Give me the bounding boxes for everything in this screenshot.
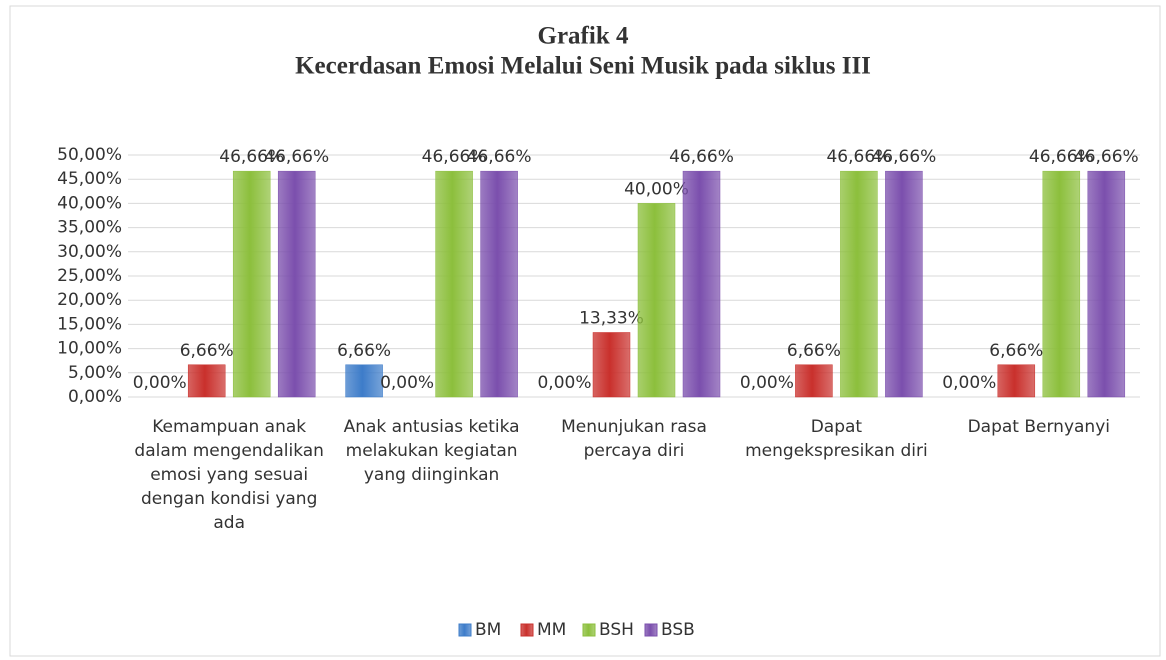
data-label: 0,00% — [133, 373, 187, 393]
bar — [637, 203, 676, 398]
data-label: 46,66% — [826, 147, 891, 167]
data-label: 40,00% — [624, 179, 689, 199]
legend-label: BSB — [661, 620, 695, 640]
legend-swatch — [582, 623, 596, 637]
data-label: 0,00% — [380, 373, 434, 393]
data-label: 46,66% — [669, 147, 734, 167]
x-tick-label: Menunjukan rasa percaya diri — [561, 417, 707, 461]
bar — [840, 170, 878, 398]
y-tick-label: 50,00% — [57, 145, 122, 165]
chart-frame — [9, 5, 1161, 657]
chart-title: Grafik 4 — [538, 23, 629, 50]
bar — [480, 170, 518, 398]
data-label: 46,66% — [422, 147, 487, 167]
bar — [187, 364, 226, 398]
y-tick-label: 20,00% — [57, 290, 122, 310]
y-tick-label: 25,00% — [57, 266, 122, 286]
x-tick-label: Anak antusias ketika melakukan kegiatan … — [343, 417, 520, 485]
data-label: 46,66% — [219, 147, 284, 167]
x-tick-label: Dapat Bernyanyi — [967, 417, 1110, 437]
x-tick-label: Kemampuan anak dalam mengendalikan emosi… — [134, 417, 324, 533]
legend-swatch — [458, 623, 472, 637]
y-tick-label: 45,00% — [57, 169, 122, 189]
bar — [795, 364, 833, 398]
y-tick-label: 10,00% — [57, 339, 122, 359]
bar — [232, 170, 271, 398]
bar — [1087, 170, 1126, 398]
data-label: 6,66% — [989, 341, 1043, 361]
legend-swatch — [644, 623, 658, 637]
data-label: 0,00% — [740, 373, 794, 393]
data-label: 46,66% — [1029, 147, 1094, 167]
legend-label: BM — [475, 620, 501, 640]
y-tick-label: 30,00% — [57, 242, 122, 262]
data-label: 46,66% — [1074, 147, 1139, 167]
data-label: 46,66% — [467, 147, 532, 167]
legend-label: BSH — [599, 620, 634, 640]
y-tick-label: 5,00% — [68, 363, 122, 383]
data-label: 0,00% — [942, 373, 996, 393]
data-label: 13,33% — [579, 308, 644, 328]
bar — [592, 332, 631, 398]
legend-swatch — [520, 623, 534, 637]
data-label: 46,66% — [871, 147, 936, 167]
data-label: 0,00% — [537, 373, 591, 393]
y-tick-label: 35,00% — [57, 218, 122, 238]
bar — [997, 364, 1036, 398]
legend-label: MM — [537, 620, 566, 640]
bar — [277, 170, 316, 398]
data-label: 6,66% — [337, 341, 391, 361]
data-label: 46,66% — [264, 147, 329, 167]
bar — [1042, 170, 1081, 398]
data-label: 6,66% — [787, 341, 841, 361]
bar — [682, 170, 721, 398]
data-label: 6,66% — [180, 341, 234, 361]
y-tick-label: 0,00% — [68, 387, 122, 407]
bar — [345, 364, 383, 398]
y-tick-label: 40,00% — [57, 193, 122, 213]
bar — [885, 170, 923, 398]
bar — [435, 170, 473, 398]
y-tick-label: 15,00% — [57, 314, 122, 334]
chart-subtitle: Kecerdasan Emosi Melalui Seni Musik pada… — [295, 53, 871, 80]
x-tick-label: Dapat mengekspresikan diri — [745, 417, 928, 461]
